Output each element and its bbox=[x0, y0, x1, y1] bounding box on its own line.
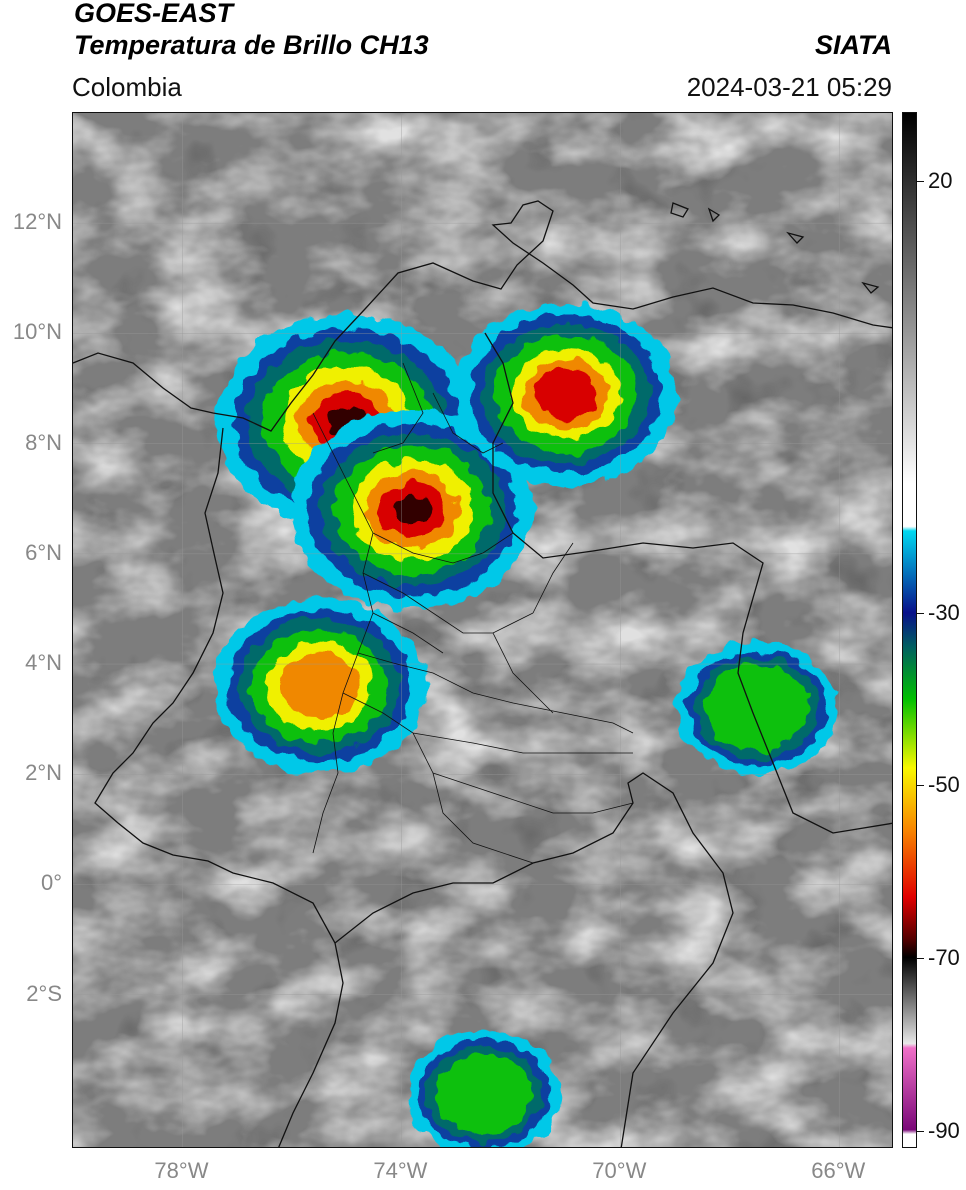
temperature-colorbar bbox=[902, 112, 917, 1148]
lat-tick-label: 12°N bbox=[12, 209, 62, 235]
organization-label: SIATA bbox=[815, 30, 892, 60]
cell-contour bbox=[395, 495, 430, 524]
lon-tick-label: 70°W bbox=[592, 1158, 647, 1183]
convective-cell-amazonas-south bbox=[406, 1030, 561, 1147]
colorbar-tick-label: 20 bbox=[928, 168, 953, 194]
product-title: Temperatura de Brillo CH13 bbox=[74, 30, 429, 60]
colorbar-tick-label: -70 bbox=[928, 945, 960, 971]
satellite-title: GOES-EAST bbox=[74, 0, 234, 28]
lat-tick-label: 2°N bbox=[25, 760, 62, 786]
lon-tick-label: 66°W bbox=[811, 1158, 866, 1183]
admin-boundaries bbox=[312, 362, 634, 864]
convective-cell-zulia bbox=[454, 302, 677, 486]
lat-tick-label: 6°N bbox=[25, 539, 62, 565]
cell-contour bbox=[705, 665, 810, 752]
coastline-pacific bbox=[94, 427, 344, 1147]
lat-tick-label: 10°N bbox=[12, 319, 62, 345]
cell-contour bbox=[534, 368, 597, 420]
colorbar-tick bbox=[917, 958, 924, 960]
colorbar-tick-label: -50 bbox=[928, 772, 960, 798]
convective-cell-santander-boyaca bbox=[290, 409, 534, 611]
lon-tick-label: 74°W bbox=[373, 1158, 428, 1183]
lat-tick-label: 2°S bbox=[26, 980, 62, 1006]
lat-tick-label: 8°N bbox=[25, 429, 62, 455]
colombia-border-south bbox=[334, 772, 734, 1147]
satellite-map[interactable] bbox=[72, 112, 893, 1148]
timestamp-label: 2024-03-21 05:29 bbox=[686, 72, 892, 102]
colorbar-tick bbox=[917, 1130, 924, 1132]
colorbar-tick-label: -90 bbox=[928, 1117, 960, 1143]
colorbar-tick bbox=[917, 612, 924, 614]
lat-tick-label: 0° bbox=[40, 870, 62, 896]
region-label: Colombia bbox=[72, 72, 182, 102]
caribbean-islands bbox=[670, 202, 880, 294]
colorbar-tick bbox=[917, 181, 924, 183]
cell-contour bbox=[434, 1053, 533, 1135]
lon-tick-label: 78°W bbox=[154, 1158, 209, 1183]
cloud-texture bbox=[73, 113, 892, 1147]
convective-cell-valle-cauca bbox=[212, 598, 426, 775]
colorbar-tick bbox=[917, 785, 924, 787]
colorbar-tick-label: -30 bbox=[928, 599, 960, 625]
lat-tick-label: 4°N bbox=[25, 650, 62, 676]
colombia-border-east bbox=[484, 332, 892, 834]
cell-contour bbox=[278, 652, 360, 720]
coastline-caribbean bbox=[73, 200, 892, 432]
convective-cell-orinoquia bbox=[676, 641, 839, 776]
